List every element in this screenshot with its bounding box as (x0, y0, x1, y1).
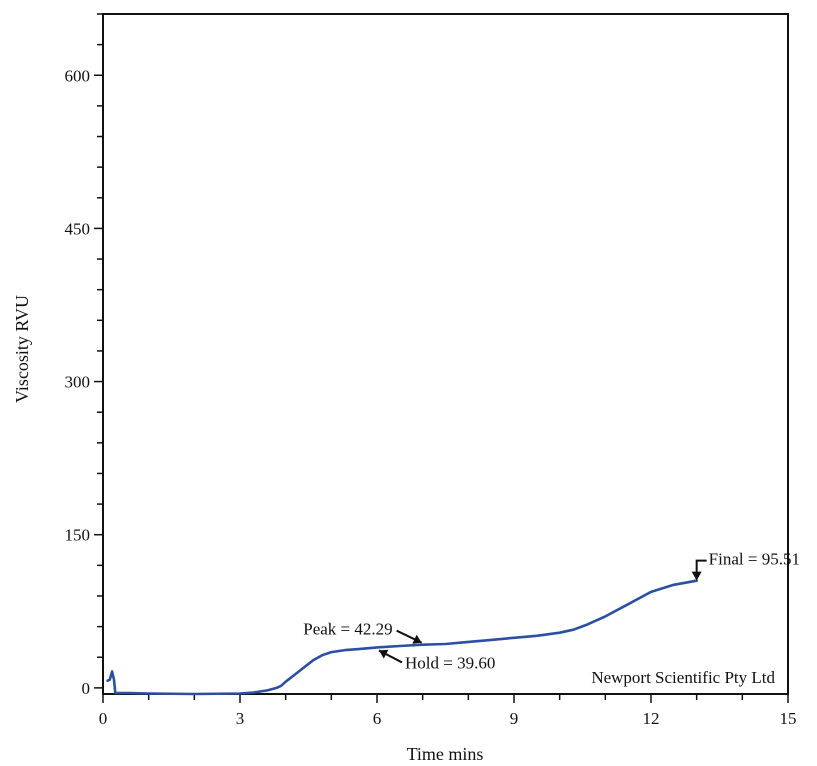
x-tick-label: 15 (780, 709, 797, 728)
y-tick-label: 450 (65, 219, 91, 238)
annotation-arrow-shaft (695, 559, 707, 573)
y-tick-label: 150 (65, 526, 91, 545)
series-layer (106, 579, 698, 696)
brand-watermark: Newport Scientific Pty Ltd (591, 668, 775, 687)
x-tick-label: 9 (510, 709, 519, 728)
y-axis-ticks: 0 150 300 450 600 (65, 13, 103, 698)
x-axis-title: Time mins (407, 744, 484, 764)
annotations-layer: Peak = 42.29 Hold = 39.60 Final = 95.51 (303, 550, 800, 673)
annotation-label: Peak = 42.29 (303, 620, 392, 639)
arrow-head-icon (379, 649, 389, 659)
x-tick-label: 0 (99, 709, 108, 728)
y-tick-label: 0 (82, 679, 91, 698)
x-tick-label: 6 (373, 709, 382, 728)
plot-frame (102, 13, 789, 695)
x-tick-label: 3 (236, 709, 245, 728)
annotation-label: Final = 95.51 (709, 550, 800, 569)
y-axis-title: Viscosity RVU (12, 295, 32, 403)
arrow-head-icon (691, 571, 702, 581)
x-tick-label: 12 (643, 709, 660, 728)
x-axis-ticks: 0 3 6 9 12 15 (99, 694, 797, 728)
arrow-head-icon (412, 634, 422, 644)
annotation-label: Hold = 39.60 (405, 653, 495, 672)
viscosity-series-line (106, 579, 698, 696)
y-tick-label: 600 (65, 66, 91, 85)
y-tick-label: 300 (65, 373, 91, 392)
